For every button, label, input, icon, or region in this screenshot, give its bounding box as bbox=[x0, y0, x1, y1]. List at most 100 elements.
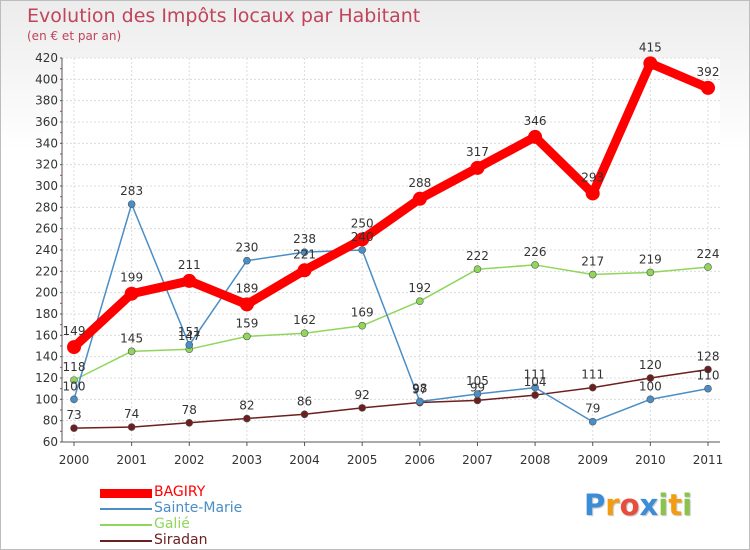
data-point bbox=[528, 129, 543, 144]
data-point bbox=[416, 297, 424, 306]
legend-label: Galié bbox=[154, 516, 190, 532]
data-label: 104 bbox=[524, 375, 547, 389]
y-tick-label: 80 bbox=[43, 414, 58, 428]
data-label: 79 bbox=[585, 402, 600, 416]
legend-swatch bbox=[100, 488, 152, 498]
data-label: 199 bbox=[120, 271, 143, 285]
grid-lines bbox=[62, 57, 720, 443]
data-label: 230 bbox=[235, 241, 258, 255]
data-label: 97 bbox=[412, 383, 427, 397]
data-point bbox=[531, 391, 539, 399]
x-tick-label: 2007 bbox=[462, 453, 493, 467]
data-point bbox=[588, 270, 597, 279]
data-label: 73 bbox=[66, 408, 81, 422]
data-label: 346 bbox=[524, 114, 547, 128]
data-point bbox=[646, 395, 655, 404]
x-tick-label: 2004 bbox=[289, 453, 320, 467]
data-label: 100 bbox=[63, 379, 86, 393]
data-label: 92 bbox=[355, 388, 370, 402]
data-label: 221 bbox=[293, 247, 316, 261]
x-tick-label: 2001 bbox=[116, 453, 147, 467]
data-point bbox=[473, 390, 482, 398]
x-tick-label: 2009 bbox=[577, 453, 608, 467]
y-tick-label: 400 bbox=[35, 72, 58, 86]
y-tick-label: 260 bbox=[35, 222, 58, 236]
data-point bbox=[185, 341, 194, 349]
data-label: 111 bbox=[524, 368, 547, 382]
y-tick-label: 360 bbox=[35, 115, 58, 129]
y-tick-label: 100 bbox=[35, 392, 58, 406]
data-point bbox=[300, 410, 309, 419]
data-label: 192 bbox=[408, 281, 431, 295]
y-tick-label: 200 bbox=[35, 286, 58, 300]
y-tick-label: 300 bbox=[35, 179, 58, 193]
y-tick-label: 420 bbox=[35, 51, 58, 65]
series-line-siradan bbox=[73, 368, 709, 429]
data-label: 317 bbox=[466, 145, 489, 159]
data-point bbox=[416, 397, 424, 406]
y-tick-label: 180 bbox=[35, 307, 58, 321]
data-label: 99 bbox=[470, 380, 485, 394]
data-point bbox=[701, 80, 715, 95]
x-tick-label: 2008 bbox=[520, 453, 551, 467]
y-tick-label: 380 bbox=[35, 94, 58, 108]
data-label: 211 bbox=[178, 258, 201, 272]
data-label: 74 bbox=[124, 407, 139, 421]
data-label: 169 bbox=[351, 306, 374, 320]
data-point bbox=[473, 396, 482, 405]
data-label: 224 bbox=[697, 247, 720, 261]
logo-letter: x bbox=[639, 488, 659, 522]
chart-subtitle: (en € et par an) bbox=[27, 29, 122, 43]
data-point bbox=[704, 365, 712, 374]
data-label: 159 bbox=[235, 316, 258, 330]
x-tick-label: 2005 bbox=[347, 453, 378, 467]
y-tick-label: 340 bbox=[35, 136, 58, 150]
data-point bbox=[70, 376, 78, 384]
data-point bbox=[355, 232, 370, 247]
logo-letter: i bbox=[682, 488, 693, 522]
data-point bbox=[358, 321, 366, 330]
legend-label: BAGIRY bbox=[154, 484, 206, 500]
data-point bbox=[646, 374, 655, 382]
x-tick-label: 2006 bbox=[405, 453, 436, 467]
data-label: 222 bbox=[466, 249, 489, 263]
data-label: 82 bbox=[239, 399, 254, 413]
legend-swatch bbox=[100, 524, 152, 526]
data-point bbox=[67, 340, 81, 355]
x-tick-label: 2000 bbox=[59, 453, 90, 467]
legend-label: Sainte-Marie bbox=[154, 500, 243, 516]
data-label: 293 bbox=[581, 170, 604, 184]
data-label: 219 bbox=[639, 252, 662, 266]
chart-title: Evolution des Impôts locaux par Habitant bbox=[27, 5, 421, 27]
legend-swatch bbox=[100, 508, 152, 510]
data-point bbox=[588, 383, 597, 392]
data-label: 217 bbox=[581, 255, 604, 269]
data-label: 189 bbox=[235, 281, 258, 295]
data-point bbox=[704, 263, 712, 271]
data-point bbox=[70, 424, 78, 432]
x-tick-label: 2002 bbox=[174, 453, 205, 467]
data-point bbox=[300, 248, 309, 256]
data-label: 392 bbox=[697, 65, 720, 79]
y-tick-label: 220 bbox=[35, 264, 58, 278]
data-point bbox=[127, 347, 136, 356]
legend-swatch bbox=[100, 540, 152, 542]
data-point bbox=[127, 200, 136, 208]
data-label: 415 bbox=[639, 40, 662, 54]
data-label: 238 bbox=[293, 232, 316, 246]
y-tick-label: 240 bbox=[35, 243, 58, 257]
series-line-galié bbox=[73, 264, 709, 381]
data-label: 151 bbox=[178, 325, 201, 339]
data-point bbox=[358, 404, 366, 412]
data-point bbox=[585, 186, 600, 201]
data-label: 162 bbox=[293, 313, 316, 327]
logo-letter: t bbox=[668, 488, 683, 522]
logo-letter: P bbox=[584, 488, 606, 522]
data-point bbox=[646, 268, 655, 277]
data-point bbox=[473, 265, 482, 274]
y-tick-label: 320 bbox=[35, 158, 58, 172]
data-label: 120 bbox=[639, 358, 662, 372]
data-point bbox=[643, 56, 658, 71]
legend-label: Siradan bbox=[154, 532, 208, 548]
